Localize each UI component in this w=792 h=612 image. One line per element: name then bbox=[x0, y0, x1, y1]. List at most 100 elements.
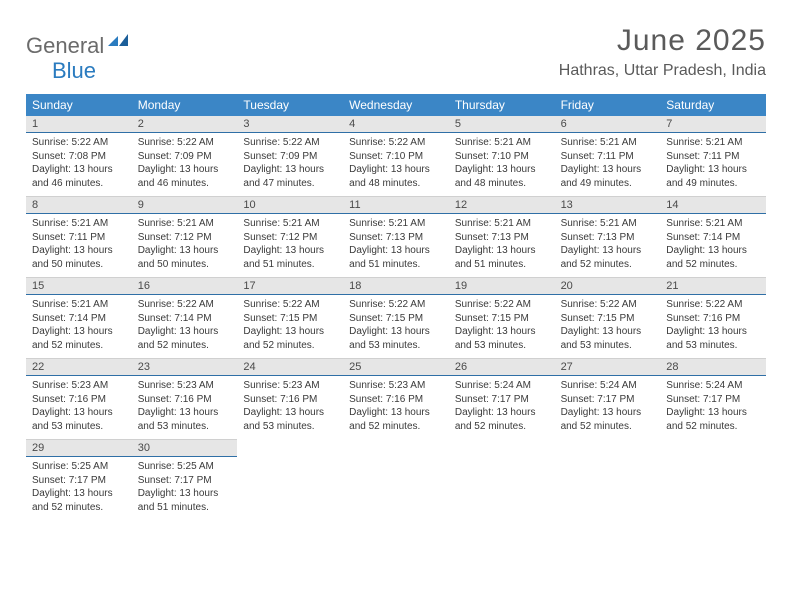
sunrise: Sunrise: 5:23 AM bbox=[349, 379, 443, 393]
day-cell: 25Sunrise: 5:23 AMSunset: 7:16 PMDayligh… bbox=[343, 358, 449, 439]
day-cell: 23Sunrise: 5:23 AMSunset: 7:16 PMDayligh… bbox=[132, 358, 238, 439]
sunset: Sunset: 7:16 PM bbox=[138, 393, 232, 407]
sunset: Sunset: 7:17 PM bbox=[666, 393, 760, 407]
daylight-line1: Daylight: 13 hours bbox=[561, 325, 655, 339]
day-data: Sunrise: 5:21 AMSunset: 7:12 PMDaylight:… bbox=[237, 214, 343, 277]
day-cell: 28Sunrise: 5:24 AMSunset: 7:17 PMDayligh… bbox=[660, 358, 766, 439]
daylight-line2: and 52 minutes. bbox=[32, 501, 126, 515]
sunset: Sunset: 7:17 PM bbox=[455, 393, 549, 407]
sunrise: Sunrise: 5:21 AM bbox=[455, 136, 549, 150]
day-number: 19 bbox=[449, 277, 555, 295]
weekday-tue: Tuesday bbox=[237, 94, 343, 116]
weekday-thu: Thursday bbox=[449, 94, 555, 116]
daylight-line2: and 50 minutes. bbox=[138, 258, 232, 272]
logo-flag-icon bbox=[108, 32, 130, 53]
daylight-line1: Daylight: 13 hours bbox=[32, 325, 126, 339]
daylight-line1: Daylight: 13 hours bbox=[243, 244, 337, 258]
sunset: Sunset: 7:15 PM bbox=[243, 312, 337, 326]
daylight-line1: Daylight: 13 hours bbox=[455, 163, 549, 177]
day-cell: 29Sunrise: 5:25 AMSunset: 7:17 PMDayligh… bbox=[26, 439, 132, 520]
day-cell: 13Sunrise: 5:21 AMSunset: 7:13 PMDayligh… bbox=[555, 196, 661, 277]
calendar-page: General June 2025 Hathras, Uttar Pradesh… bbox=[0, 0, 792, 544]
day-number: 28 bbox=[660, 358, 766, 376]
location: Hathras, Uttar Pradesh, India bbox=[559, 62, 766, 80]
sunrise: Sunrise: 5:22 AM bbox=[243, 298, 337, 312]
daylight-line2: and 48 minutes. bbox=[455, 177, 549, 191]
daylight-line2: and 51 minutes. bbox=[243, 258, 337, 272]
day-number: 9 bbox=[132, 196, 238, 214]
day-cell: 10Sunrise: 5:21 AMSunset: 7:12 PMDayligh… bbox=[237, 196, 343, 277]
sunset: Sunset: 7:10 PM bbox=[349, 150, 443, 164]
day-number: 8 bbox=[26, 196, 132, 214]
day-cell: 3Sunrise: 5:22 AMSunset: 7:09 PMDaylight… bbox=[237, 116, 343, 196]
daylight-line1: Daylight: 13 hours bbox=[561, 244, 655, 258]
daylight-line2: and 49 minutes. bbox=[561, 177, 655, 191]
day-data: Sunrise: 5:22 AMSunset: 7:10 PMDaylight:… bbox=[343, 133, 449, 196]
weekday-row: Sunday Monday Tuesday Wednesday Thursday… bbox=[26, 94, 766, 116]
day-data: Sunrise: 5:22 AMSunset: 7:16 PMDaylight:… bbox=[660, 295, 766, 358]
day-cell: 15Sunrise: 5:21 AMSunset: 7:14 PMDayligh… bbox=[26, 277, 132, 358]
week-row: 22Sunrise: 5:23 AMSunset: 7:16 PMDayligh… bbox=[26, 358, 766, 439]
calendar: Sunday Monday Tuesday Wednesday Thursday… bbox=[26, 94, 766, 520]
daylight-line2: and 51 minutes. bbox=[349, 258, 443, 272]
sunset: Sunset: 7:13 PM bbox=[455, 231, 549, 245]
sunset: Sunset: 7:13 PM bbox=[349, 231, 443, 245]
day-number: 12 bbox=[449, 196, 555, 214]
day-number: 23 bbox=[132, 358, 238, 376]
sunset: Sunset: 7:11 PM bbox=[32, 231, 126, 245]
day-data: Sunrise: 5:21 AMSunset: 7:11 PMDaylight:… bbox=[26, 214, 132, 277]
weekday-sun: Sunday bbox=[26, 94, 132, 116]
sunrise: Sunrise: 5:22 AM bbox=[561, 298, 655, 312]
day-number: 13 bbox=[555, 196, 661, 214]
day-number: 20 bbox=[555, 277, 661, 295]
day-data: Sunrise: 5:23 AMSunset: 7:16 PMDaylight:… bbox=[26, 376, 132, 439]
daylight-line2: and 52 minutes. bbox=[666, 258, 760, 272]
sunrise: Sunrise: 5:21 AM bbox=[32, 298, 126, 312]
daylight-line2: and 53 minutes. bbox=[349, 339, 443, 353]
day-cell: 12Sunrise: 5:21 AMSunset: 7:13 PMDayligh… bbox=[449, 196, 555, 277]
week-row: 1Sunrise: 5:22 AMSunset: 7:08 PMDaylight… bbox=[26, 116, 766, 196]
day-number: 4 bbox=[343, 116, 449, 133]
daylight-line2: and 46 minutes. bbox=[138, 177, 232, 191]
day-cell: 8Sunrise: 5:21 AMSunset: 7:11 PMDaylight… bbox=[26, 196, 132, 277]
day-number: 22 bbox=[26, 358, 132, 376]
sunset: Sunset: 7:15 PM bbox=[561, 312, 655, 326]
sunset: Sunset: 7:10 PM bbox=[455, 150, 549, 164]
day-cell: 9Sunrise: 5:21 AMSunset: 7:12 PMDaylight… bbox=[132, 196, 238, 277]
day-cell: 14Sunrise: 5:21 AMSunset: 7:14 PMDayligh… bbox=[660, 196, 766, 277]
daylight-line2: and 52 minutes. bbox=[666, 420, 760, 434]
month-title: June 2025 bbox=[559, 24, 766, 58]
day-data: Sunrise: 5:23 AMSunset: 7:16 PMDaylight:… bbox=[132, 376, 238, 439]
sunset: Sunset: 7:17 PM bbox=[32, 474, 126, 488]
day-data: Sunrise: 5:21 AMSunset: 7:13 PMDaylight:… bbox=[555, 214, 661, 277]
sunrise: Sunrise: 5:23 AM bbox=[138, 379, 232, 393]
daylight-line1: Daylight: 13 hours bbox=[455, 406, 549, 420]
day-data: Sunrise: 5:21 AMSunset: 7:11 PMDaylight:… bbox=[555, 133, 661, 196]
title-block: June 2025 Hathras, Uttar Pradesh, India bbox=[559, 24, 766, 80]
daylight-line2: and 53 minutes. bbox=[243, 420, 337, 434]
sunrise: Sunrise: 5:24 AM bbox=[666, 379, 760, 393]
day-number: 30 bbox=[132, 439, 238, 457]
daylight-line1: Daylight: 13 hours bbox=[138, 487, 232, 501]
sunrise: Sunrise: 5:22 AM bbox=[32, 136, 126, 150]
daylight-line1: Daylight: 13 hours bbox=[561, 406, 655, 420]
daylight-line2: and 53 minutes. bbox=[666, 339, 760, 353]
day-number: 27 bbox=[555, 358, 661, 376]
daylight-line2: and 48 minutes. bbox=[349, 177, 443, 191]
daylight-line1: Daylight: 13 hours bbox=[561, 163, 655, 177]
daylight-line2: and 51 minutes. bbox=[138, 501, 232, 515]
daylight-line2: and 51 minutes. bbox=[455, 258, 549, 272]
sunset: Sunset: 7:13 PM bbox=[561, 231, 655, 245]
day-data: Sunrise: 5:21 AMSunset: 7:14 PMDaylight:… bbox=[660, 214, 766, 277]
weekday-sat: Saturday bbox=[660, 94, 766, 116]
sunrise: Sunrise: 5:22 AM bbox=[666, 298, 760, 312]
sunrise: Sunrise: 5:21 AM bbox=[666, 136, 760, 150]
daylight-line1: Daylight: 13 hours bbox=[349, 325, 443, 339]
daylight-line2: and 52 minutes. bbox=[138, 339, 232, 353]
day-cell bbox=[343, 439, 449, 520]
day-data: Sunrise: 5:22 AMSunset: 7:15 PMDaylight:… bbox=[449, 295, 555, 358]
daylight-line1: Daylight: 13 hours bbox=[243, 406, 337, 420]
sunrise: Sunrise: 5:22 AM bbox=[138, 298, 232, 312]
day-cell bbox=[449, 439, 555, 520]
sunset: Sunset: 7:16 PM bbox=[349, 393, 443, 407]
